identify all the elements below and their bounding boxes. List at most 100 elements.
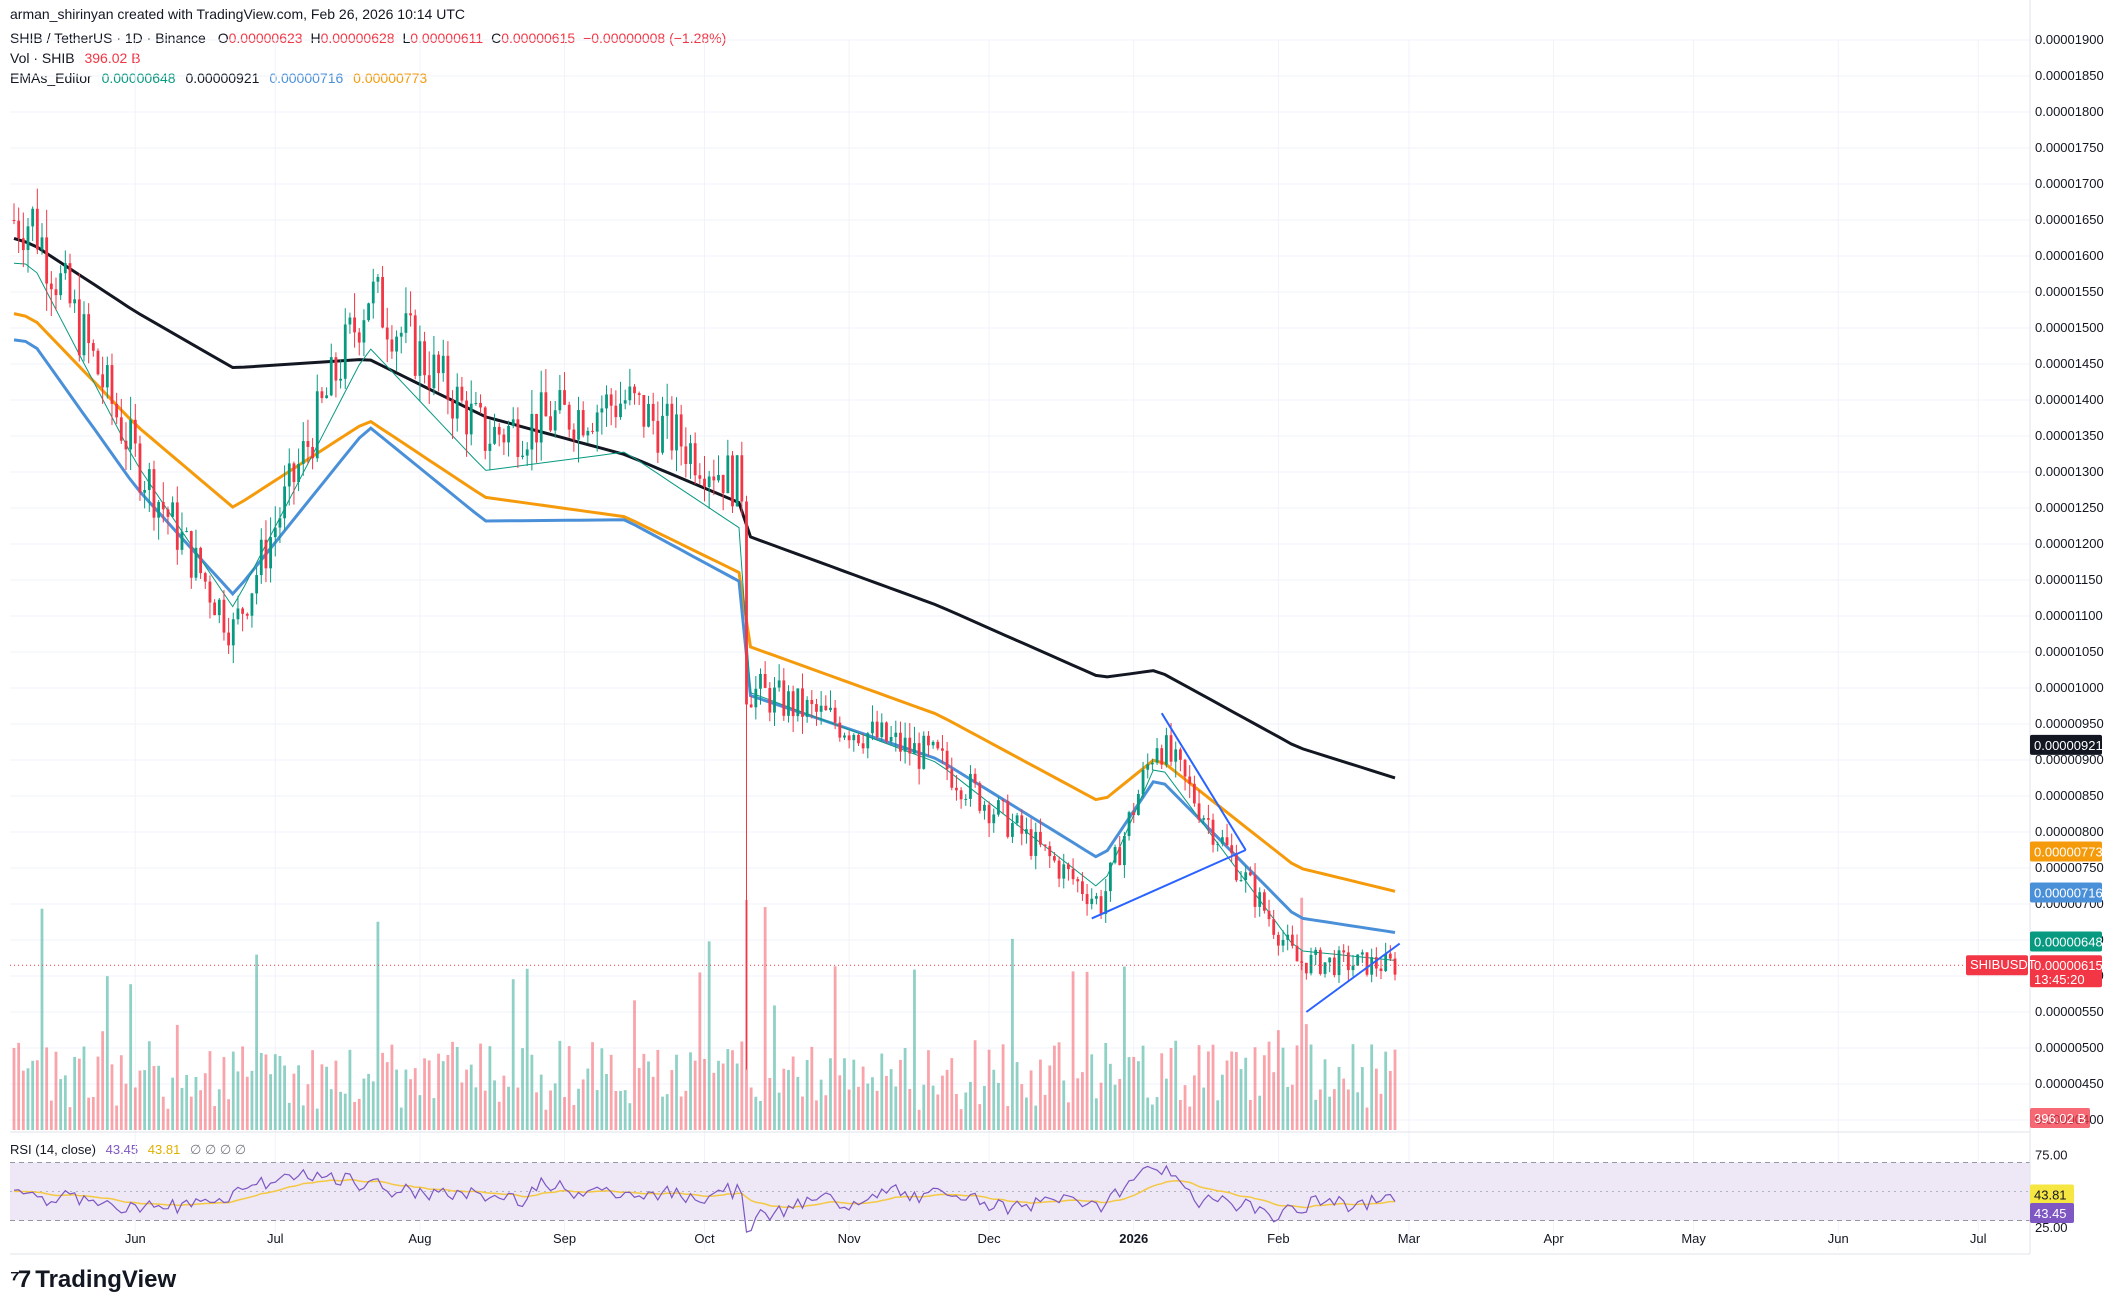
volume-bar [605,1074,608,1130]
candle-body [1216,843,1220,845]
candle-body [983,804,986,811]
candle-body [488,443,492,451]
candle-body [689,443,692,464]
volume-bar [385,1062,389,1130]
volume-bar [381,1052,384,1130]
volume-bar [171,1077,175,1130]
price-axis: 0.00001900 0.00001850 0.00001800 0.00001750… [2029,0,2104,1254]
candle-body [203,573,207,582]
candle-body [1164,735,1168,765]
volume-bar [91,1096,95,1130]
volume-bar [885,1076,888,1130]
candle-body [731,455,734,507]
volume-bar [124,1083,128,1130]
volume-bar [567,1046,571,1130]
candle-body [101,374,105,388]
rsi-label[interactable]: RSI (14, close) [10,1142,96,1157]
candle-body [712,476,716,481]
symbol-name[interactable]: SHIB / TetherUS · 1D · Binance [10,30,206,46]
candle-body [525,449,529,456]
volume-bar [208,1051,212,1130]
time-tick-label: Dec [978,1231,1002,1246]
price-tick-label: 0.00001100 [2035,608,2103,623]
candle-body [297,463,300,483]
ema20-value: 0.00000648 [101,70,176,86]
candle-body [409,313,412,316]
candle-body [955,787,958,791]
volume-bar [73,1056,77,1130]
candle-body [77,299,81,356]
candle-body [1118,847,1122,866]
volume-bar [521,1048,524,1130]
volume-bar [147,1041,151,1130]
volume-bar [577,1088,580,1130]
volume-label[interactable]: Vol · SHIB [10,50,75,66]
volume-bar [101,1031,105,1130]
candle-body [1267,910,1271,920]
candle-body [507,425,510,443]
candle-body [1104,891,1108,914]
ema-label[interactable]: EMAs_Editor [10,70,92,86]
candle-body [726,455,730,494]
candle-body [138,443,142,493]
volume-bar [437,1053,440,1130]
candle-body [1169,735,1173,762]
candle-body [493,426,496,444]
volume-bar [451,1041,454,1130]
volume-bar [45,1047,49,1130]
volume-bar [1062,1080,1066,1130]
candle-body [721,474,725,494]
volume-bar [423,1058,426,1130]
volume-bar [115,1105,119,1130]
volume-bar [1141,1045,1145,1130]
candle-body [661,415,664,453]
candle-body [185,531,189,533]
volume-bar [847,1089,851,1130]
volume-bar [1216,1100,1220,1130]
candle-body [740,455,744,502]
candle-body [301,441,305,464]
volume-bar [507,1086,510,1130]
rsi-ma-value: 43.81 [147,1142,181,1157]
volume-bar [96,1056,100,1130]
candle-body [1346,952,1350,971]
volume-bar [1230,1051,1234,1130]
volume-bar [1178,1100,1182,1130]
volume-bar [185,1074,189,1130]
volume-bar [395,1069,398,1130]
candle-body [1281,939,1285,946]
volume-bar [889,1069,893,1130]
change-value: −0.00000008 (−1.28%) [583,30,727,46]
volume-bar [264,1054,268,1130]
candle-body [1248,872,1252,876]
tradingview-logo[interactable]: ⁷7 TradingView [10,1262,176,1298]
candle-body [1081,881,1084,895]
candle-body [362,320,366,343]
candle-body [124,440,128,450]
volume-bar [1202,1087,1206,1130]
candle-body [973,773,977,784]
volume-bar [1206,1051,1210,1130]
volume-bar [1290,1084,1294,1130]
candle-body [1053,856,1056,861]
volume-bar [931,1085,935,1130]
candle-body [852,734,856,741]
volume-bar [199,1090,203,1130]
volume-bar [129,984,133,1130]
price-tick-label: 0.00001600 [2035,248,2104,263]
price-tick-label: 0.00001050 [2035,644,2104,659]
volume-bar [549,1090,552,1130]
candle-body [404,313,408,333]
volume-bar [871,1077,874,1130]
time-tick-label: Nov [838,1231,862,1246]
volume-bar [409,1079,412,1130]
volume-bar [992,1069,996,1130]
volume-bar [1360,1067,1364,1130]
candle-body [801,688,804,717]
candle-body [693,443,697,476]
volume-bar [1356,1092,1360,1130]
candle-body [1085,894,1089,905]
volume-bar [241,1046,245,1130]
ema50-badge-text: 0.00000716 [2034,885,2103,900]
